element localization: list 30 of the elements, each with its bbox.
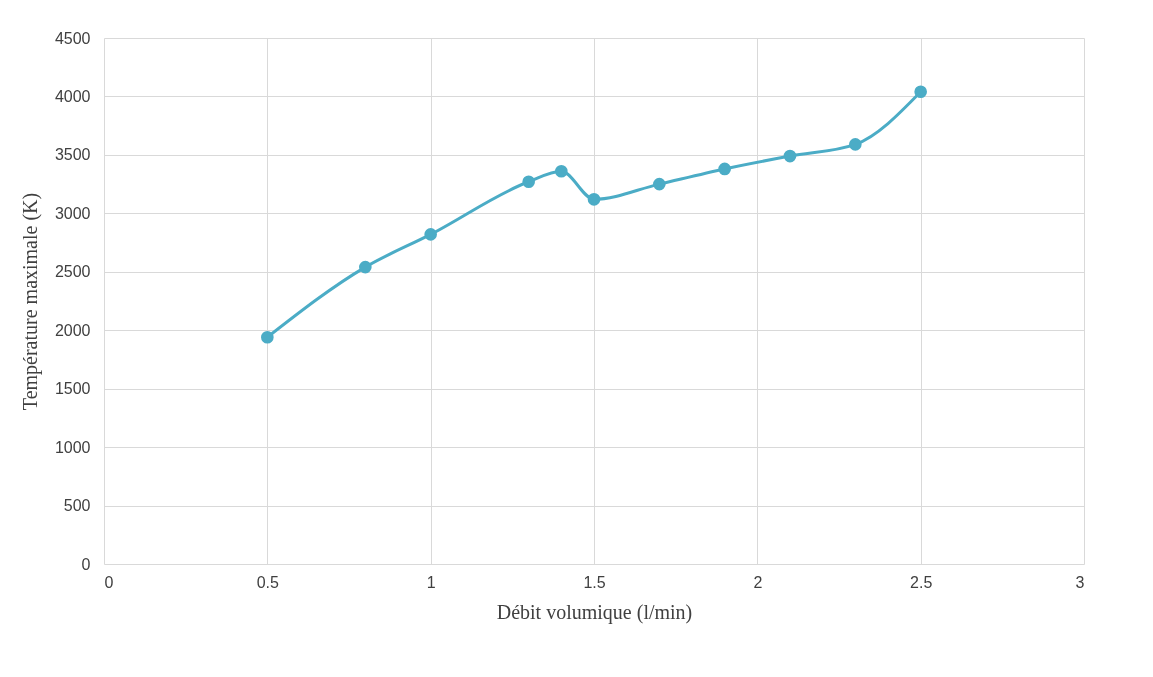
y-axis-title: Température maximale (K) (18, 192, 42, 411)
y-tick-label: 500 (63, 497, 91, 515)
y-tick-label: 3500 (54, 146, 91, 164)
y-tick-label: 3000 (54, 204, 91, 222)
y-tick-label: 4000 (54, 87, 91, 105)
point (261, 330, 274, 344)
y-tick-label: 4500 (54, 29, 91, 47)
y-tick-label: 0 (81, 555, 91, 573)
x-axis-title: Débit volumique (l/min) (496, 600, 693, 624)
y-tick-label: 2500 (54, 263, 91, 281)
point (914, 85, 927, 99)
point (718, 162, 731, 176)
point (653, 177, 666, 191)
point (424, 228, 437, 241)
x-tick-label: 1.5 (583, 573, 606, 591)
point (522, 175, 535, 189)
y-tick-label: 2000 (54, 321, 91, 339)
y-tick-label: 1500 (54, 380, 91, 398)
x-tick-label: 2.5 (910, 573, 933, 591)
x-tick-label: 3 (1075, 573, 1085, 591)
x-tick-label: 1 (426, 573, 436, 591)
point (587, 192, 601, 206)
x-tick-label: 2 (753, 573, 763, 591)
point (555, 164, 568, 178)
x-tick-label: 0 (104, 573, 114, 591)
y-tick-label: 1000 (54, 438, 91, 456)
point (849, 138, 862, 151)
x-tick-label: 0.5 (256, 573, 280, 591)
point (359, 260, 372, 274)
point (783, 149, 797, 163)
